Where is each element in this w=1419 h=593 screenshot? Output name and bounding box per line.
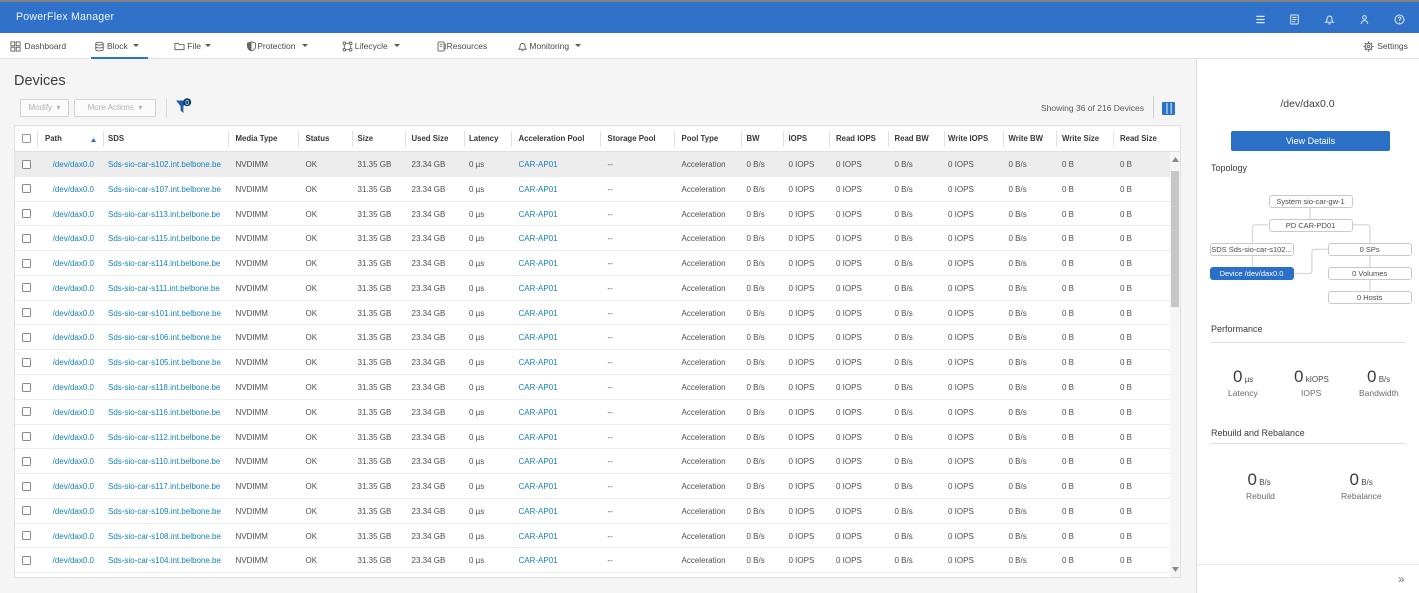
svg-text:0: 0 [185,100,189,107]
